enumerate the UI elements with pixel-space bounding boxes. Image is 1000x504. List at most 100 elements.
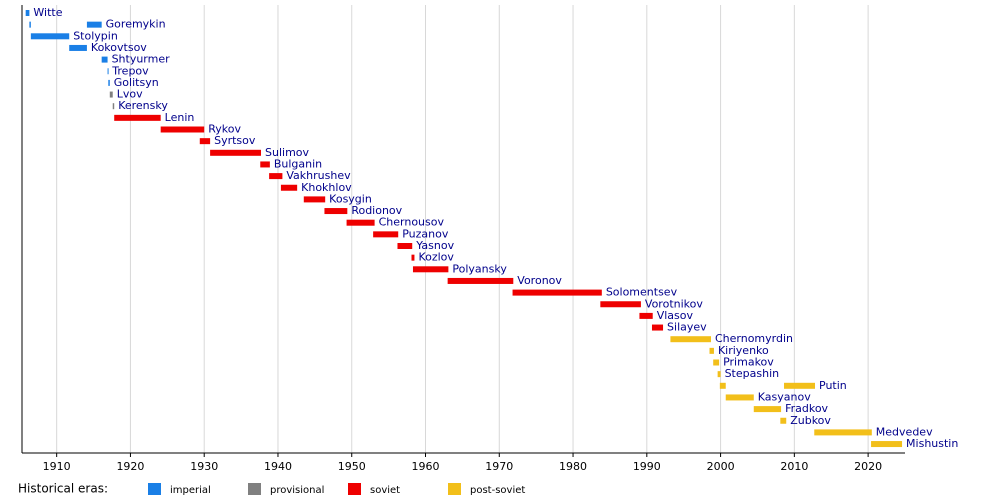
term-bar: [114, 114, 161, 121]
x-tick-label: 1960: [412, 460, 440, 473]
term-bar: [780, 417, 787, 424]
term-bar: [373, 231, 399, 238]
legend-label: post-soviet: [470, 485, 525, 496]
term-bar: [651, 324, 664, 331]
x-tick-label: 2020: [854, 460, 882, 473]
term-label: Kokovtsov: [91, 41, 147, 54]
term-label: Khokhlov: [301, 181, 352, 194]
term-label: Shtyurmer: [112, 53, 171, 66]
term-label: Chernomyrdin: [715, 332, 793, 345]
x-tick-label: 1910: [43, 460, 71, 473]
term-bar: [871, 441, 903, 448]
legend-swatch: [448, 483, 461, 495]
term-bar: [600, 301, 641, 308]
term-bar: [29, 21, 31, 28]
term-bar: [260, 161, 270, 168]
term-label: Kiriyenko: [718, 344, 769, 357]
term-label: Witte: [33, 6, 62, 19]
term-label: Fradkov: [785, 402, 828, 415]
term-bar: [269, 173, 283, 180]
term-label: Goremykin: [106, 18, 166, 31]
term-label: Vorotnikov: [645, 297, 703, 310]
term-bar: [107, 68, 109, 75]
term-label: Chernousov: [379, 216, 445, 229]
term-bar: [160, 126, 205, 133]
term-bar: [25, 10, 30, 16]
term-label: Zubkov: [790, 414, 831, 427]
legend-label: provisional: [270, 485, 324, 496]
term-label: Vlasov: [657, 309, 694, 322]
term-bar: [784, 382, 816, 389]
term-bar: [397, 243, 413, 249]
legend-swatch: [148, 483, 161, 495]
term-label: Trepov: [111, 64, 149, 77]
term-bar: [411, 254, 415, 261]
term-bar: [639, 312, 653, 319]
term-bar: [109, 91, 113, 98]
legend-swatch: [348, 483, 361, 495]
term-bar: [101, 56, 108, 63]
term-bar: [753, 406, 782, 413]
term-label: Golitsyn: [114, 76, 159, 89]
term-bar: [30, 33, 70, 40]
term-label: Sulimov: [265, 146, 310, 159]
term-bar: [709, 347, 714, 354]
term-label: Vakhrushev: [286, 169, 351, 182]
term-bar: [412, 266, 449, 273]
term-bar: [447, 277, 514, 284]
term-label: Kosygin: [329, 192, 372, 205]
term-label: Stolypin: [73, 29, 118, 42]
term-label: Medvedev: [876, 425, 933, 438]
x-tick-label: 1930: [190, 460, 218, 473]
term-bar: [69, 44, 87, 51]
legend-swatch: [248, 483, 261, 495]
term-label: Kerensky: [118, 99, 168, 112]
x-tick-label: 1920: [116, 460, 144, 473]
term-label: Bulganin: [274, 157, 322, 170]
term-bar: [670, 336, 711, 343]
term-bar: [713, 359, 720, 366]
term-label: Silayev: [667, 321, 707, 334]
x-tick-label: 1950: [338, 460, 366, 473]
x-tick-label: 1970: [485, 460, 513, 473]
x-tick-label: 2010: [780, 460, 808, 473]
term-bar: [717, 371, 721, 378]
term-label: Puzanov: [402, 227, 449, 240]
term-label: Rodionov: [351, 204, 402, 217]
term-label: Stepashin: [725, 367, 780, 380]
x-tick-label: 2000: [707, 460, 735, 473]
term-bar: [814, 429, 872, 436]
term-label: Kasyanov: [758, 390, 811, 403]
term-bar: [280, 184, 298, 191]
legend-label: imperial: [170, 485, 211, 496]
term-bar: [324, 208, 348, 215]
term-label: Kozlov: [418, 251, 454, 264]
term-bar: [303, 196, 326, 203]
term-label: Voronov: [517, 274, 562, 287]
term-bar: [725, 394, 754, 401]
term-label: Syrtsov: [214, 134, 256, 147]
term-label: Lenin: [165, 111, 195, 124]
term-label: Yasnov: [415, 239, 454, 252]
term-bar: [112, 103, 115, 110]
term-label: Rykov: [208, 123, 241, 136]
term-label: Lvov: [117, 88, 143, 101]
term-bar: [199, 138, 211, 145]
legend-title: Historical eras:: [18, 482, 108, 496]
term-bar: [346, 219, 375, 226]
term-bar: [108, 79, 110, 86]
term-bar: [512, 289, 602, 296]
legend-label: soviet: [370, 485, 400, 496]
term-label: Solomentsev: [606, 286, 678, 299]
term-label: Primakov: [723, 356, 774, 369]
x-tick-label: 1980: [559, 460, 587, 473]
term-bar: [86, 21, 102, 28]
x-tick-label: 1990: [633, 460, 661, 473]
term-label: Putin: [819, 379, 847, 392]
term-label: Mishustin: [906, 437, 958, 450]
x-tick-label: 1940: [264, 460, 292, 473]
term-label: Polyansky: [452, 262, 507, 275]
term-bar: [719, 382, 726, 389]
term-bar: [210, 149, 262, 156]
